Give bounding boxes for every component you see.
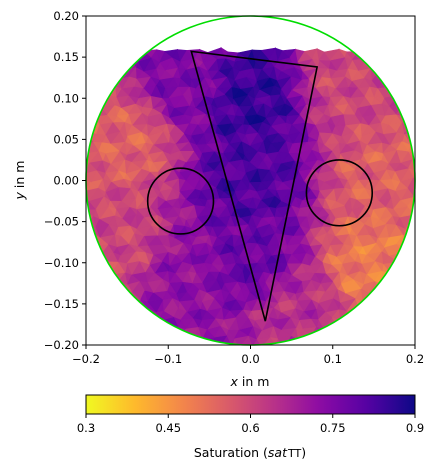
- mesh-cell: [414, 189, 415, 190]
- outside-mask: [86, 16, 415, 345]
- y-tick-label: 0.15: [53, 50, 79, 64]
- x-tick-label: 0.0: [241, 352, 259, 366]
- mesh-cell: [413, 196, 415, 203]
- colorbar-gradient: [85, 394, 416, 415]
- y-tick-label: 0.00: [53, 174, 79, 188]
- mesh-cell: [414, 152, 415, 153]
- mesh-cell: [232, 346, 239, 358]
- colorbar-tick-label: 0.9: [406, 421, 424, 435]
- mesh-cell: [78, 196, 85, 210]
- x-tick-label: −0.2: [72, 352, 100, 366]
- mesh-cell: [413, 189, 415, 198]
- colorbar-tick-label: 0.3: [77, 421, 95, 435]
- y-tick-label: −0.20: [44, 338, 79, 352]
- mesh-cell: [417, 162, 429, 171]
- mesh-cell: [416, 199, 427, 209]
- y-tick-label: 0.20: [53, 9, 79, 23]
- mesh-cell: [274, 343, 279, 345]
- y-axis-label: y in m: [12, 161, 27, 201]
- x-axis-label: x in m: [230, 374, 270, 389]
- x-tick-label: −0.1: [154, 352, 182, 366]
- mesh-cell: [414, 189, 415, 190]
- mesh-cell: [413, 214, 415, 218]
- mesh-cell: [225, 346, 235, 358]
- colorbar: 0.3 0.45 0.6 0.75 0.9: [77, 394, 424, 435]
- colorbar-tick-label: 0.75: [320, 421, 346, 435]
- mesh-cell: [274, 343, 276, 345]
- inclusion-circle-1: [146, 167, 215, 235]
- x-tick-label: 0.1: [324, 352, 342, 366]
- axes: −0.2 −0.1 0.0 0.1 0.2 0.20 0.15 0.10 0.05 0.00 −0.…: [44, 9, 424, 366]
- mesh-cell: [414, 151, 415, 153]
- y-tick-label: −0.05: [44, 215, 79, 229]
- y-tick-label: −0.10: [44, 256, 79, 270]
- mesh-cell: [413, 211, 415, 215]
- mesh-cell: [77, 152, 84, 162]
- mesh-cell: [218, 346, 231, 355]
- mesh-cell: [283, 346, 297, 354]
- y-tick-label: −0.15: [44, 297, 79, 311]
- x-tick-label: 0.2: [406, 352, 424, 366]
- colorbar-tick-label: 0.45: [155, 421, 181, 435]
- mesh-cell: [416, 208, 427, 216]
- inclusion-circle-2: [305, 159, 374, 227]
- mesh-cell: [211, 343, 214, 345]
- y-tick-label: 0.10: [53, 91, 79, 105]
- mesh-cell: [77, 188, 85, 196]
- colorbar-label: Saturation (satTT): [194, 445, 306, 460]
- inclusion-triangle: [190, 50, 319, 322]
- mesh-cell: [417, 169, 429, 182]
- saturation-mesh: [77, 16, 429, 358]
- colorbar-tick-label: 0.6: [241, 421, 259, 435]
- mesh-cell: [78, 161, 86, 173]
- y-tick-label: 0.05: [53, 132, 79, 146]
